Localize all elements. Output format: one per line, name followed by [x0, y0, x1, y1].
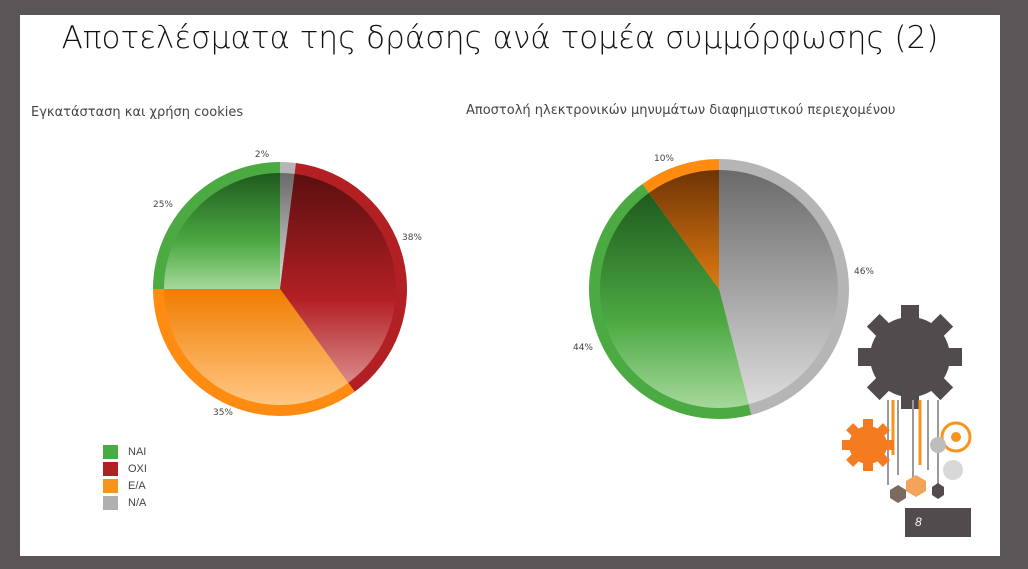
pie-slice-na: [719, 170, 838, 405]
legend-label: ΟΧΙ: [128, 462, 147, 475]
legend-swatch: [103, 461, 118, 476]
gears-decoration-icon: [842, 305, 972, 503]
legend-item-oxi: ΟΧΙ: [103, 460, 147, 477]
pie-data-label: 35%: [213, 408, 233, 418]
page-number: 8: [905, 508, 971, 537]
legend-swatch: [103, 478, 118, 493]
pie-slice-εα: [649, 170, 719, 289]
legend-item-na: N/A: [103, 494, 147, 511]
slide-title: Αποτελέσματα της δράσης ανά τομέα συμμόρ…: [61, 20, 939, 56]
pie-slice-ναι: [600, 192, 749, 408]
legend-item-nai: ΝΑΙ: [103, 443, 147, 460]
legend-swatch: [103, 495, 118, 510]
chart-1-title: Εγκατάσταση και χρήση cookies: [31, 105, 244, 120]
pie-slice-ναι: [164, 173, 280, 289]
chart-2-title: Αποστολή ηλεκτρονικών μηνυμάτων διαφημισ…: [466, 103, 896, 118]
legend-label: Ε/Α: [128, 479, 146, 492]
legend-label: N/A: [128, 496, 147, 509]
pie-data-label: 38%: [402, 233, 422, 243]
pie-data-label: 46%: [854, 267, 874, 277]
legend-item-ea: Ε/Α: [103, 477, 147, 494]
pie-data-label: 25%: [153, 200, 173, 210]
pie-slice-εα: [164, 289, 349, 405]
pie-data-label: 44%: [573, 343, 593, 353]
legend-swatch: [103, 444, 118, 459]
pie-data-label: 10%: [654, 154, 674, 164]
pie-slice-na: [280, 173, 295, 289]
legend-label: ΝΑΙ: [128, 445, 147, 458]
pie-data-label: 2%: [255, 150, 270, 160]
pie-slice-οχι: [280, 173, 397, 383]
legend: ΝΑΙ ΟΧΙ Ε/Α N/A: [103, 443, 147, 511]
